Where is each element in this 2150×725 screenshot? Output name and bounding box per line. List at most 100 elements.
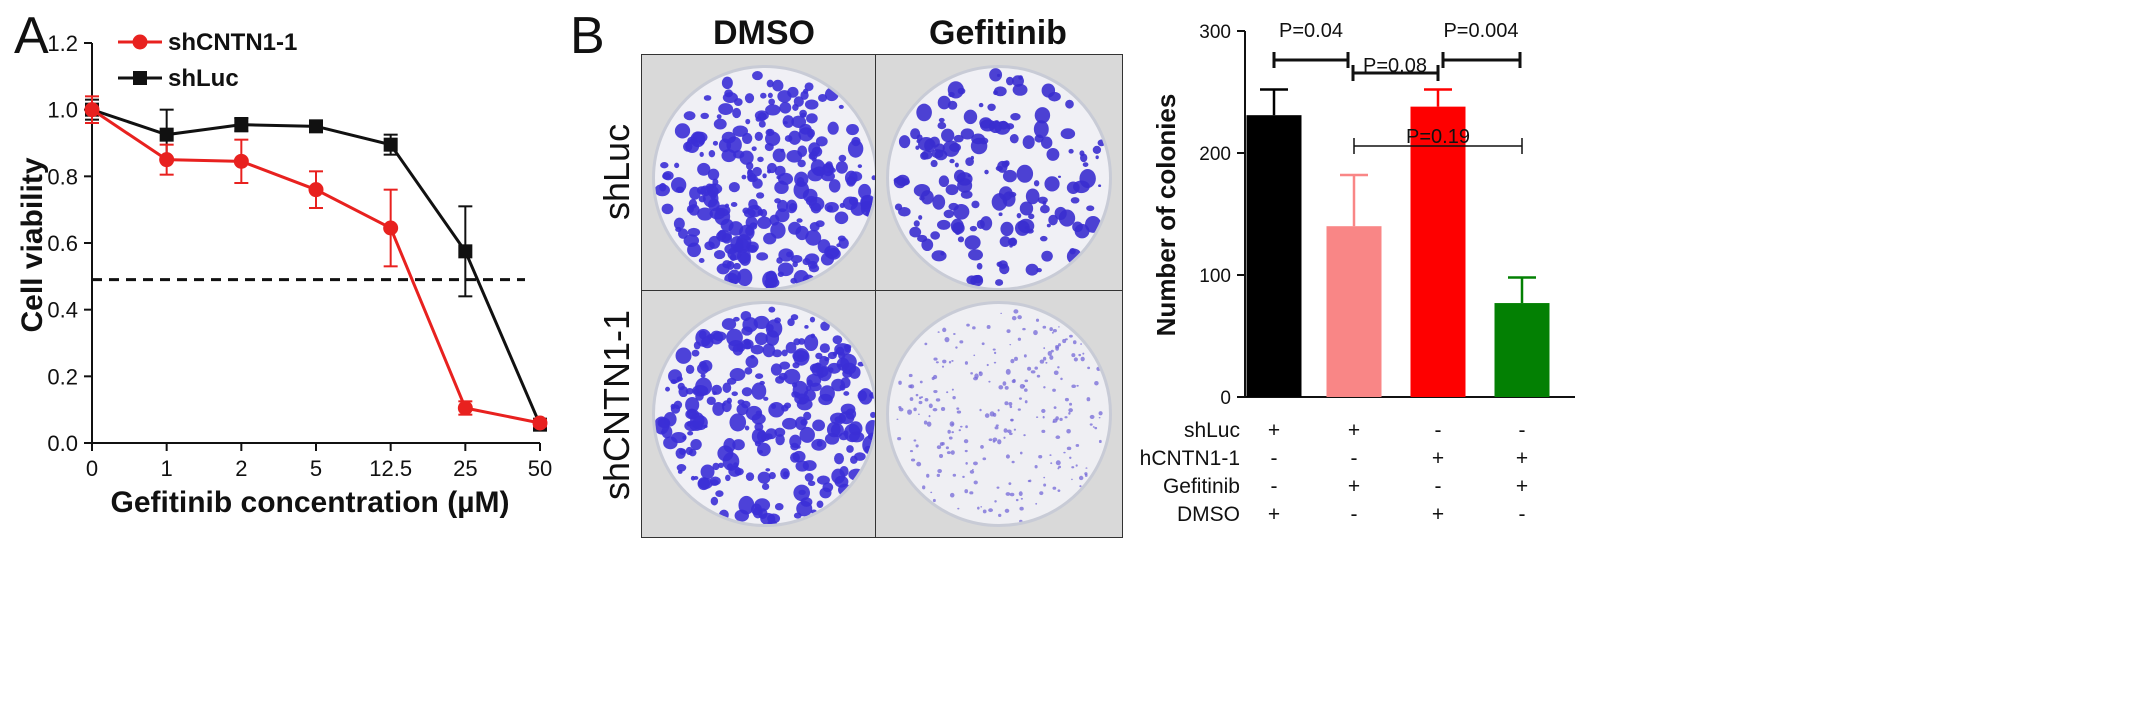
colony-spot — [724, 272, 739, 286]
colony-spot — [924, 342, 928, 346]
colony-spot — [1043, 386, 1046, 389]
colony-spot — [971, 200, 980, 209]
colony-spot — [775, 434, 785, 446]
colony-spot — [1022, 327, 1026, 331]
colony-spot — [816, 500, 824, 509]
colony-spot — [1010, 358, 1015, 364]
colony-spot — [1041, 250, 1053, 262]
colony-spot — [919, 380, 923, 384]
colony-spot — [1085, 467, 1088, 469]
colony-spot — [1011, 379, 1016, 384]
y-tick-label: 0.4 — [47, 298, 78, 323]
colony-spot — [712, 401, 725, 416]
data-point-shcntn1-1 — [383, 220, 399, 236]
colony-spot — [1042, 356, 1047, 361]
legend-marker — [132, 34, 148, 50]
colony-spot — [725, 474, 731, 482]
colony-spot — [962, 475, 965, 478]
colony-spot — [932, 408, 938, 412]
colony-spot — [848, 468, 865, 481]
colony-spot — [832, 335, 843, 345]
p-value-label: P=0.19 — [1406, 126, 1470, 148]
colony-spot — [864, 445, 872, 453]
colony-spot — [757, 471, 771, 484]
data-point-shcntn1-1 — [308, 182, 324, 198]
colony-spot — [675, 347, 692, 364]
colony-spot — [988, 380, 991, 383]
colony-spot — [966, 323, 970, 327]
condition-mark: + — [1268, 419, 1280, 442]
colony-spot — [765, 283, 775, 288]
colony-spot — [1009, 344, 1012, 346]
colony-spot — [957, 236, 965, 243]
colony-spot — [1042, 415, 1045, 419]
colony-spot — [1095, 155, 1099, 160]
colony-spot — [1002, 381, 1007, 386]
colony-spot — [838, 483, 852, 496]
colony-spot — [840, 403, 856, 415]
colony-spot — [807, 128, 815, 138]
colony-spot — [1089, 423, 1093, 426]
colony-spot — [988, 438, 993, 442]
colony-spot — [1035, 502, 1038, 505]
x-tick-label: 2 — [235, 456, 247, 481]
colony-spot — [661, 425, 673, 439]
colony-spot — [733, 316, 740, 322]
colony-spot — [710, 479, 719, 486]
colony-spot — [1013, 309, 1019, 314]
colony-spot — [1039, 491, 1044, 496]
colony-spot — [923, 420, 928, 425]
colony-spot — [1057, 175, 1062, 178]
colony-spot — [995, 279, 1004, 286]
colony-spot — [822, 162, 834, 177]
legend-label: shLuc — [168, 65, 239, 92]
condition-label: shCNTN1-1 — [1140, 447, 1240, 470]
colony-spot — [663, 436, 678, 450]
colony-spot — [712, 462, 720, 471]
colony-spot — [1080, 356, 1085, 362]
colony-spot — [1045, 361, 1048, 364]
colony-spot — [807, 480, 816, 486]
colony-spot — [932, 498, 936, 503]
colony-spot — [697, 477, 710, 491]
colony-spot — [973, 274, 983, 284]
colony-spot — [1034, 107, 1051, 124]
colony-spot — [735, 238, 750, 254]
colony-spot — [712, 140, 719, 146]
colony-spot — [1049, 355, 1054, 360]
colony-spot — [920, 396, 923, 399]
colony-spot — [1009, 405, 1013, 409]
colony-spot — [846, 176, 856, 187]
colony-spot — [953, 332, 956, 336]
colony-spot — [910, 128, 921, 140]
colony-spot — [1098, 416, 1101, 419]
colony-spot — [1003, 436, 1006, 439]
colony-count-bar-chart: 0 100 200 300 P=0.04 P=0.08 P=0.004 P=0.19 shL… — [1140, 20, 1575, 526]
colony-spot — [777, 262, 794, 277]
colony-spot — [1082, 352, 1085, 355]
colony-spot — [700, 464, 715, 480]
colony-spot — [787, 318, 795, 327]
colony-spot — [810, 509, 817, 514]
panel-b-letter: B — [570, 7, 605, 65]
colony-spot — [920, 152, 929, 160]
colony-spot — [693, 388, 700, 395]
colony-spot — [678, 386, 689, 398]
colony-spot — [1098, 439, 1102, 444]
colony-spot — [945, 446, 949, 450]
colony-spot — [986, 325, 991, 329]
x-tick-label: 1 — [161, 456, 173, 481]
colony-spot — [1035, 416, 1039, 419]
colony-spot — [963, 109, 978, 125]
colony-spot — [697, 207, 713, 221]
colony-spot — [1011, 315, 1017, 321]
colony-spot — [806, 373, 822, 387]
colony-spot — [963, 439, 969, 444]
colony-spot — [815, 136, 828, 147]
colony-spot — [920, 190, 934, 205]
colony-spot — [732, 343, 744, 356]
panel-a-letter: A — [14, 7, 49, 65]
colony-spot — [964, 449, 968, 453]
colony-spot — [1033, 120, 1049, 139]
x-tick-label: 5 — [310, 456, 322, 481]
